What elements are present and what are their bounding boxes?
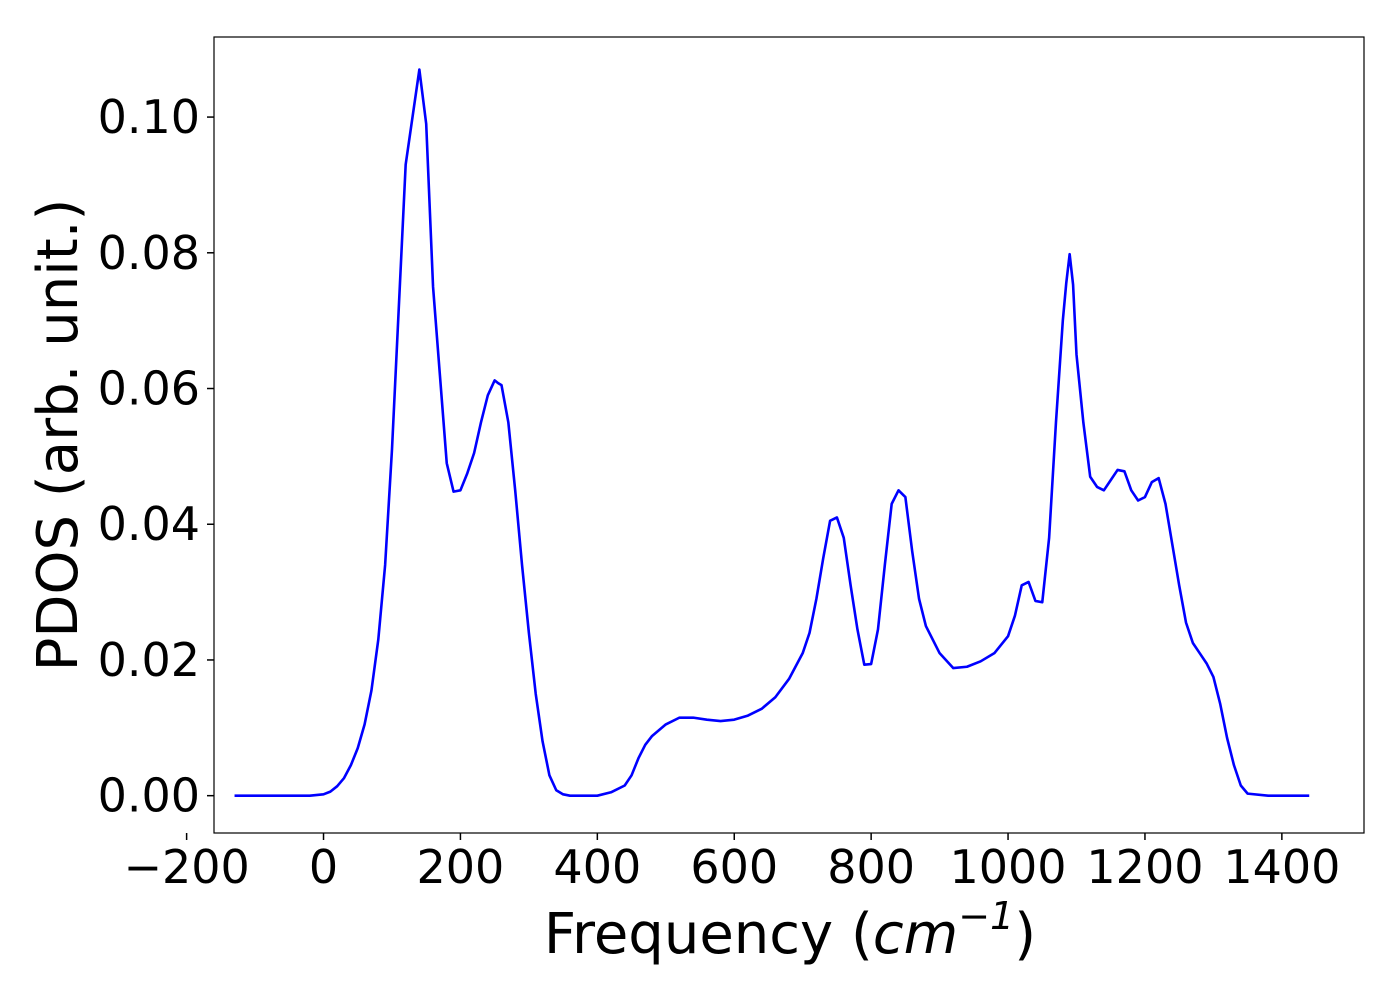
y-tick-label: 0.00 xyxy=(98,769,200,823)
x-tick-label: 600 xyxy=(690,840,778,894)
x-axis-label: Frequency (cm−1) xyxy=(544,894,1036,967)
x-tick-label: 1200 xyxy=(1086,840,1203,894)
x-axis-label-unit-open: ( xyxy=(851,902,873,967)
y-tick-label: 0.10 xyxy=(98,90,200,144)
x-tick-label: 1400 xyxy=(1223,840,1340,894)
x-tick-label: 200 xyxy=(417,840,505,894)
plot-frame xyxy=(213,36,1365,834)
y-tick-label: 0.08 xyxy=(98,226,200,280)
y-axis-label: PDOS (arb. unit.) xyxy=(26,199,91,672)
x-tick-label: 400 xyxy=(553,840,641,894)
x-tick-label: 0 xyxy=(309,840,338,894)
y-tick-label: 0.06 xyxy=(98,362,200,416)
y-tick-label: 0.02 xyxy=(98,633,200,687)
x-axis-label-text: Frequency xyxy=(544,902,833,967)
x-tick-label: 1000 xyxy=(950,840,1067,894)
y-tick-label: 0.04 xyxy=(98,497,200,551)
pdos-curve xyxy=(234,68,1310,797)
x-tick-label: −200 xyxy=(123,840,249,894)
x-tick-label: 800 xyxy=(827,840,915,894)
x-axis-ticks: −200 0 200 400 600 800 1000 1200 1400 xyxy=(123,833,1340,894)
x-axis-label-unit-close: ) xyxy=(1014,902,1036,967)
x-axis-label-unit-base: cm xyxy=(873,902,958,967)
y-axis-ticks: 0.00 0.02 0.04 0.06 0.08 0.10 xyxy=(98,90,214,823)
x-axis-label-unit-exponent: −1 xyxy=(958,894,1014,938)
